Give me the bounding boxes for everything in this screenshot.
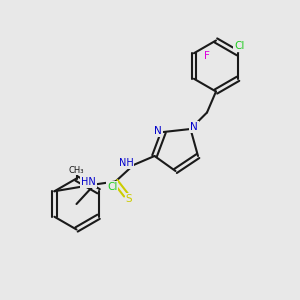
Text: N: N <box>154 125 162 136</box>
Text: Cl: Cl <box>234 41 245 51</box>
Text: NH: NH <box>118 158 134 168</box>
Text: N: N <box>190 122 198 132</box>
Text: F: F <box>205 51 210 61</box>
Text: HN: HN <box>81 177 96 187</box>
Text: S: S <box>126 194 132 204</box>
Text: Cl: Cl <box>107 182 117 192</box>
Text: CH₃: CH₃ <box>69 166 84 175</box>
